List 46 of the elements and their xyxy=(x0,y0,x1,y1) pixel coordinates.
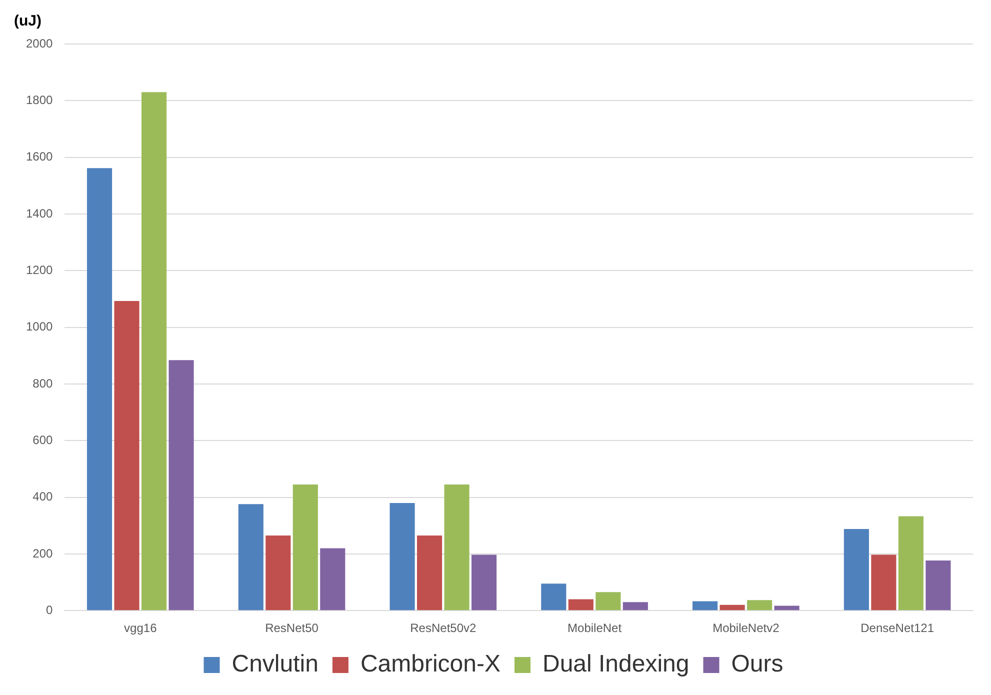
bar xyxy=(141,92,167,610)
y-tick-label: 1400 xyxy=(26,206,54,220)
y-tick-label: 1800 xyxy=(26,92,54,107)
legend-label: Cnvlutin xyxy=(232,650,318,678)
y-axis-title: (uJ) xyxy=(14,12,42,30)
y-tick-label: 1000 xyxy=(26,320,54,334)
bar xyxy=(720,604,745,610)
bar xyxy=(774,606,800,610)
bar xyxy=(471,554,497,610)
bar xyxy=(622,602,648,610)
bar xyxy=(168,360,194,610)
bar xyxy=(747,600,772,610)
x-tick-label: vgg16 xyxy=(124,621,158,636)
bar xyxy=(114,300,140,610)
y-tick-label: 200 xyxy=(32,546,54,560)
bar xyxy=(692,601,718,610)
bar xyxy=(568,599,594,610)
x-tick-label: ResNet50v2 xyxy=(410,621,476,636)
bar xyxy=(596,592,621,610)
y-tick-label: 600 xyxy=(32,432,54,447)
x-tick-label: MobileNet xyxy=(568,621,622,636)
bar xyxy=(871,554,896,610)
legend-label: Ours xyxy=(731,650,784,678)
bar xyxy=(86,168,112,610)
x-tick-label: MobileNetv2 xyxy=(712,621,780,636)
bar xyxy=(266,536,291,610)
bar xyxy=(416,536,442,610)
bar xyxy=(444,484,470,610)
legend-label: Dual Indexing xyxy=(542,650,690,678)
bar xyxy=(390,502,415,610)
bar xyxy=(320,548,346,610)
y-tick-label: 800 xyxy=(32,376,54,390)
bar xyxy=(844,529,869,610)
y-tick-label: 400 xyxy=(32,490,54,504)
x-tick-label: DenseNet121 xyxy=(860,621,934,636)
y-tick-label: 1600 xyxy=(26,150,54,164)
y-tick-label: 2000 xyxy=(26,36,54,50)
bar xyxy=(541,584,566,610)
y-tick-label: 0 xyxy=(46,602,54,617)
bar xyxy=(926,560,951,610)
legend-label: Cambricon-X xyxy=(360,650,500,678)
bar xyxy=(898,516,924,610)
bar xyxy=(292,484,318,610)
x-tick-label: ResNet50 xyxy=(265,621,319,636)
bar xyxy=(238,504,264,610)
y-tick-label: 1200 xyxy=(26,262,54,277)
